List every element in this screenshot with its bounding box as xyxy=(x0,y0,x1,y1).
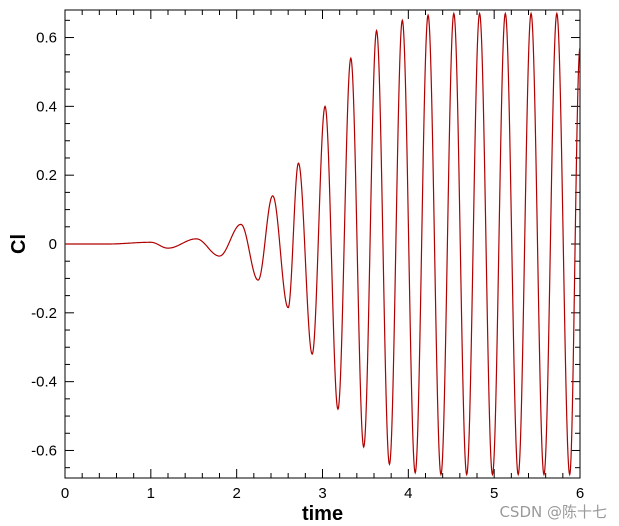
x-tick-label: 6 xyxy=(576,485,584,502)
y-tick-label: -0.4 xyxy=(31,374,57,391)
y-tick-label: -0.2 xyxy=(31,305,57,322)
x-axis: 0 1 2 3 4 5 6 xyxy=(61,10,584,502)
y-tick-label: 0.2 xyxy=(36,167,57,184)
x-tick-label: 1 xyxy=(147,485,155,502)
x-tick-label: 2 xyxy=(232,485,240,502)
series-line-0 xyxy=(65,11,580,477)
watermark: CSDN @陈十七 xyxy=(499,503,607,521)
y-tick-label: -0.6 xyxy=(31,442,57,459)
x-tick-label: 0 xyxy=(61,485,69,502)
x-tick-label: 3 xyxy=(318,485,326,502)
y-tick-label: 0.6 xyxy=(36,30,57,47)
plot-area-frame xyxy=(64,9,581,479)
x-axis-title: time xyxy=(302,503,343,525)
x-tick-label: 5 xyxy=(490,485,498,502)
y-tick-label: 0 xyxy=(49,236,57,253)
y-tick-label: 0.4 xyxy=(36,98,57,115)
x-tick-label: 4 xyxy=(404,485,412,502)
y-axis-title: Cl xyxy=(8,234,30,254)
y-axis: -0.6 -0.4 -0.2 0 0.2 0.4 0.6 xyxy=(31,19,580,469)
series-layer xyxy=(65,11,580,477)
